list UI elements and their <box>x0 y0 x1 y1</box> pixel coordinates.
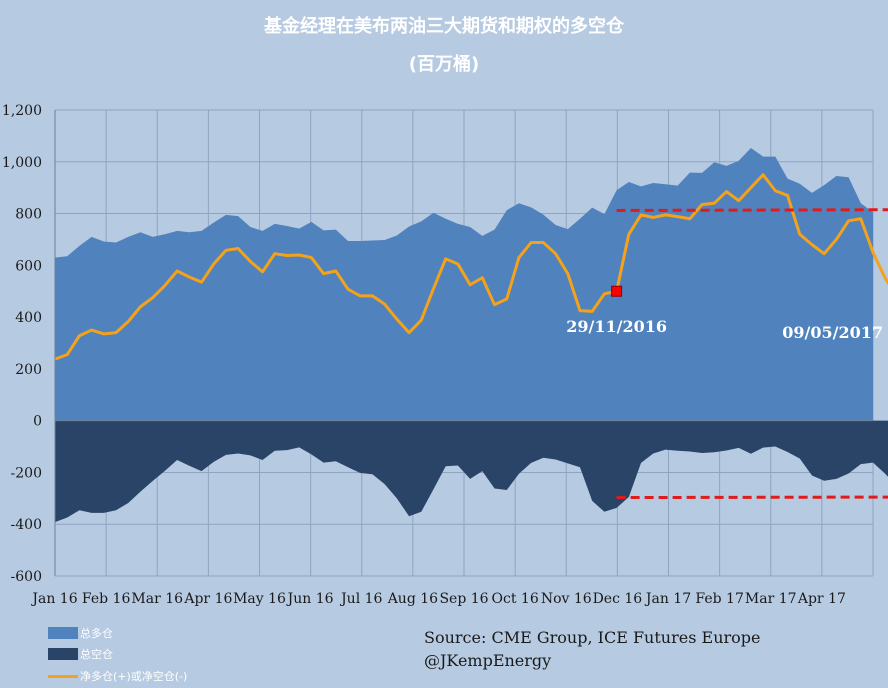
x-tick-label: Dec 16 <box>593 591 643 607</box>
x-tick-label: Sep 16 <box>439 591 488 607</box>
y-tick-label: 1,200 <box>2 103 42 119</box>
axis-layer: -600 -400 -200 0 200 400 600 800 1,000 1,200 Jan 1… <box>2 103 873 607</box>
y-tick-label: -400 <box>11 517 42 533</box>
x-tick-label: Apr 16 <box>183 591 232 607</box>
x-tick-label: Jun 16 <box>286 591 334 607</box>
author-handle: @JKempEnergy <box>424 651 552 670</box>
y-tick-label: 400 <box>15 310 42 326</box>
trend-line <box>616 495 888 500</box>
x-tick-label: Aug 16 <box>387 591 438 607</box>
x-tick-label: May 16 <box>233 591 286 607</box>
area-layer <box>55 148 888 523</box>
trend-line <box>616 208 888 212</box>
x-tick-label: Mar 17 <box>745 591 797 607</box>
x-tick-label: Feb 17 <box>695 591 743 607</box>
legend-swatch-net <box>48 674 78 678</box>
line-layer <box>54 173 888 361</box>
annotation-layer: 29/11/2016 09/05/2017 <box>566 208 888 500</box>
y-tick-label: 1,000 <box>2 155 42 171</box>
legend-item-long: 总多仓 <box>48 625 113 641</box>
x-tick-label: Jan 16 <box>30 591 77 607</box>
y-tick-label: 600 <box>15 258 42 274</box>
chart-title: 基金经理在美布两油三大期货和期权的多空仓 <box>264 16 624 37</box>
legend-item-net: 净多仓(+)或净空仓(-) <box>48 668 187 684</box>
legend-swatch-short <box>48 648 78 660</box>
y-tick-label: 800 <box>15 207 42 223</box>
x-tick-label: Nov 16 <box>541 591 592 607</box>
legend-item-short: 总空仓 <box>48 646 113 662</box>
y-tick-label: 0 <box>33 414 42 430</box>
y-tick-label: 200 <box>15 362 42 378</box>
x-tick-label: Oct 16 <box>492 591 539 607</box>
legend-label-short: 总空仓 <box>80 648 113 661</box>
y-tick-label: -600 <box>11 569 42 585</box>
annotation-label: 09/05/2017 <box>782 323 883 342</box>
x-tick-label: Apr 17 <box>797 591 846 607</box>
x-tick-label: Mar 16 <box>131 591 183 607</box>
series-line-net <box>54 173 888 361</box>
x-tick-label: Jul 16 <box>339 591 382 607</box>
legend-swatch-long <box>48 627 78 639</box>
series-area-short <box>55 420 888 523</box>
annotation-label: 29/11/2016 <box>566 317 667 336</box>
annotation-marker <box>611 285 623 297</box>
legend-label-net: 净多仓(+)或净空仓(-) <box>80 670 188 683</box>
x-tick-label: Jan 17 <box>644 591 691 607</box>
chart-subtitle: (百万桶) <box>408 54 480 75</box>
y-tick-label: -200 <box>11 465 42 481</box>
x-tick-label: Feb 16 <box>82 591 131 607</box>
source-note: Source: CME Group, ICE Futures Europe <box>424 628 761 647</box>
legend-label-long: 总多仓 <box>80 627 113 640</box>
